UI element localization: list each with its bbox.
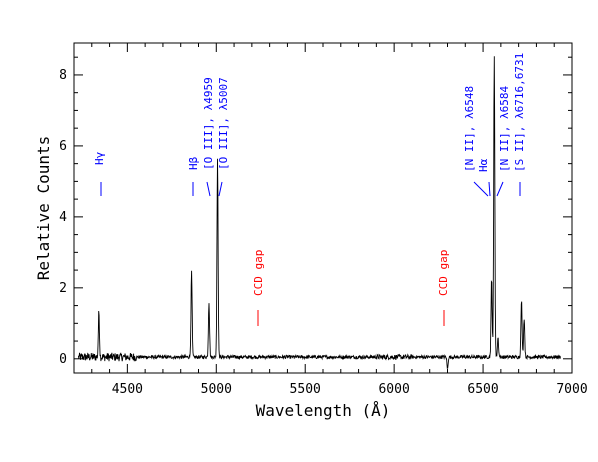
x-axis-title: Wavelength (Å) (256, 401, 391, 420)
y-tick-label: 2 (59, 281, 67, 296)
x-tick-labels: 4500 5000 5500 6000 6500 7000 (112, 382, 588, 397)
x-tick-label: 6500 (467, 382, 498, 397)
y-tick-label: 8 (59, 68, 67, 83)
x-tick-label: 4500 (112, 382, 143, 397)
major-ticks (74, 43, 573, 373)
annotation-marker (473, 181, 489, 197)
spectrum-trace (77, 56, 561, 369)
minor-ticks (73, 43, 572, 373)
annotation-label: [O III], λ5007 (217, 77, 230, 170)
line-annotations: Hγ Hβ [O III], λ4959 [O III], λ5007 CCD gap C… (93, 53, 526, 326)
y-axis-title: Relative Counts (34, 136, 53, 281)
annotation-marker (218, 181, 223, 197)
x-tick-label: 6000 (378, 382, 409, 397)
annotation-label: [N II], λ6548 (463, 86, 476, 172)
y-tick-label: 0 (59, 352, 67, 367)
annotation-label: Hα (477, 158, 490, 172)
annotation-marker (488, 181, 491, 197)
annotation-marker (496, 181, 504, 197)
x-tick-label: 7000 (556, 382, 587, 397)
y-tick-label: 6 (59, 139, 67, 154)
annotation-label: [S II], λ6716,6731 (513, 53, 526, 172)
spectrum-line (77, 56, 561, 369)
annotation-label: Hγ (93, 151, 106, 165)
annotation-marker (206, 181, 211, 197)
x-tick-label: 5000 (201, 382, 232, 397)
annotation-label: CCD gap (252, 250, 265, 296)
annotation-label: [O III], λ4959 (202, 77, 215, 170)
annotation-label: CCD gap (437, 250, 450, 296)
annotation-label: Hβ (187, 156, 200, 170)
y-tick-labels: 0 2 4 6 8 (59, 68, 67, 367)
y-tick-label: 4 (59, 210, 67, 225)
annotation-label: [N II], λ6584 (498, 86, 511, 172)
x-tick-label: 5500 (290, 382, 321, 397)
